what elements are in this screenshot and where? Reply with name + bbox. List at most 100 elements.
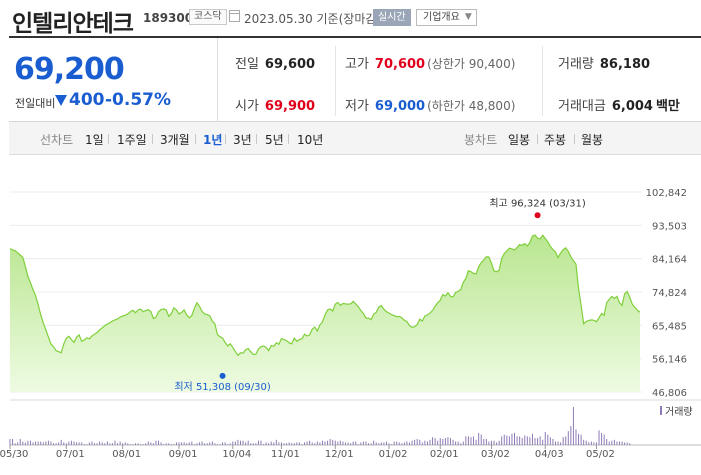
volume-bar (273, 442, 275, 445)
volume-bar (601, 432, 603, 445)
volume-bar (416, 438, 418, 445)
high-price: 고가 70,600 (상한가 90,400) (345, 53, 515, 72)
volume-bar (388, 443, 390, 445)
period-1d[interactable]: 1일 (85, 133, 104, 147)
volume-bar (537, 438, 539, 445)
volume-bar (421, 442, 423, 445)
volume-bar (621, 441, 623, 445)
volume-bar (539, 436, 541, 445)
volume-bar (393, 441, 395, 445)
y-tick-label: 102,842 (646, 188, 687, 199)
volume-bar (585, 440, 587, 445)
volume-bar (314, 443, 316, 445)
volume-bar (321, 440, 323, 445)
period-1w[interactable]: 1주일 (117, 133, 147, 147)
volume-bar (68, 441, 70, 445)
volume-bar (134, 443, 136, 445)
volume-bar (58, 442, 60, 445)
volume-bar (173, 444, 175, 445)
volume-bar (575, 429, 577, 445)
divider (537, 134, 538, 144)
volume-bar (214, 443, 216, 445)
high-marker (534, 212, 541, 219)
volume-bar (81, 442, 83, 445)
volume-bar (257, 440, 259, 445)
volume-bar (411, 440, 413, 445)
x-tick-label: 12/01 (325, 449, 354, 460)
candle-daily[interactable]: 일봉 (508, 133, 531, 147)
candle-monthly[interactable]: 월봉 (581, 133, 604, 147)
volume-bar (206, 443, 208, 445)
volume-bar (606, 438, 608, 445)
volume-bar (47, 440, 49, 445)
volume-bar (455, 441, 457, 445)
volume-bar (122, 443, 124, 445)
volume-bar (516, 436, 518, 445)
realtime-button[interactable]: 실시간 (373, 9, 411, 26)
prev-close: 전일 69,600 (235, 53, 315, 72)
x-tick-label: 05/30 (0, 449, 28, 460)
volume-bar (250, 443, 252, 445)
volume-bar (578, 433, 580, 445)
volume-bar (319, 442, 321, 445)
line-chart-label: 선차트 (40, 133, 74, 147)
volume-bar (493, 440, 495, 445)
prev-close-label: 전일 (235, 57, 259, 72)
period-1y[interactable]: 1년 (203, 133, 223, 147)
volume-bar (165, 443, 167, 445)
candle-weekly[interactable]: 주봉 (544, 133, 567, 147)
volume-bar (380, 442, 382, 445)
trade-amount-label: 거래대금 (558, 99, 606, 114)
volume-bar (191, 441, 193, 445)
volume-bar (403, 442, 405, 445)
change-amount: 400 (69, 90, 105, 110)
volume-bar (567, 431, 569, 445)
title-bar: 인텔리안테크 189300 코스닥 2023.05.30 기준(장마감) 실시간… (0, 0, 701, 37)
volume-bar (529, 437, 531, 445)
volume-bar (140, 444, 142, 445)
volume-bar (86, 444, 88, 445)
volume-bar (142, 444, 144, 445)
volume-bar (429, 439, 431, 445)
volume-bar (355, 441, 357, 445)
volume-bar (396, 441, 398, 445)
volume-bar (275, 439, 277, 445)
volume-bar (473, 436, 475, 445)
volume-bar (462, 441, 464, 445)
period-5y[interactable]: 5년 (265, 133, 284, 147)
volume-bar (370, 443, 372, 445)
change-label: 전일대비 (15, 97, 56, 110)
volume-bar (19, 438, 21, 445)
volume-legend-swatch (660, 406, 662, 415)
volume-bar (229, 443, 231, 445)
volume-bar (368, 443, 370, 445)
volume-bar (247, 440, 249, 445)
chevron-down-icon: ▼ (464, 12, 472, 22)
volume-bar (560, 442, 562, 445)
volume-bar (239, 440, 241, 445)
volume-bar (593, 442, 595, 445)
period-10y[interactable]: 10년 (297, 133, 324, 147)
volume-bar (293, 443, 295, 445)
volume-bar (557, 441, 559, 445)
company-overview-select[interactable]: 기업개요 ▼ (416, 9, 477, 26)
lower-limit: (하한가 48,800) (427, 99, 516, 113)
quote-summary: 69,200 전일대비 400 -0.57% 전일 69,600 시가 69,900… (9, 36, 701, 122)
x-tick-label: 08/01 (112, 449, 141, 460)
volume-bar (419, 439, 421, 445)
period-3y[interactable]: 3년 (233, 133, 252, 147)
y-tick-label: 46,806 (652, 388, 687, 399)
volume-bar (155, 440, 157, 445)
volume-bar (385, 441, 387, 445)
price-chart: 102,842 93,503 84,164 74,824 65,485 56,146 46,… (0, 188, 701, 460)
volume-bar (196, 443, 198, 445)
volume-bar (439, 438, 441, 445)
volume-bar (45, 441, 47, 445)
volume-bar (603, 434, 605, 445)
period-3m[interactable]: 3개월 (160, 133, 190, 147)
low-annotation: 최저 51,308 (09/30) (174, 381, 270, 393)
volume-bar (511, 433, 513, 445)
volume-bar (119, 441, 121, 445)
volume-bar (137, 443, 139, 445)
volume-bar (70, 440, 72, 445)
